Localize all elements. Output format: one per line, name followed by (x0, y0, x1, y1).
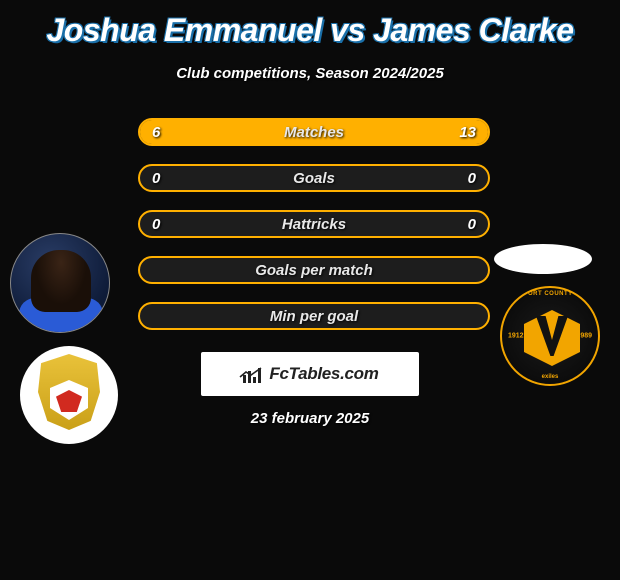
stat-value-left: 6 (152, 118, 160, 146)
player-left-avatar (10, 233, 110, 333)
stat-row: Matches6 13 (138, 118, 490, 146)
player-right-avatar (494, 244, 592, 274)
stat-label: Min per goal (138, 302, 490, 330)
club-left-badge (20, 346, 118, 444)
badge-top-text: NEWPORT COUNTY A.F.C (502, 291, 598, 297)
stat-label: Goals (138, 164, 490, 192)
stat-row: Hattricks0 0 (138, 210, 490, 238)
stat-row: Goals0 0 (138, 164, 490, 192)
stat-value-right: 13 (459, 118, 476, 146)
badge-bottom-text: exiles (502, 374, 598, 380)
chart-icon (241, 365, 263, 383)
club-right-badge: NEWPORT COUNTY A.F.C 1912 1989 exiles (500, 286, 600, 386)
stat-value-right: 0 (468, 210, 476, 238)
brand-box: FcTables.com (201, 352, 419, 396)
stat-label: Goals per match (138, 256, 490, 284)
comparison-panel: NEWPORT COUNTY A.F.C 1912 1989 exiles Ma… (0, 118, 620, 378)
badge-year-right: 1989 (576, 333, 592, 340)
stat-row: Min per goal (138, 302, 490, 330)
page-title: Joshua Emmanuel vs James Clarke (0, 0, 620, 49)
stat-label: Hattricks (138, 210, 490, 238)
stat-value-left: 0 (152, 164, 160, 192)
stat-row: Goals per match (138, 256, 490, 284)
stat-label: Matches (138, 118, 490, 146)
stat-value-right: 0 (468, 164, 476, 192)
date-label: 23 february 2025 (0, 410, 620, 427)
brand-text: FcTables.com (269, 364, 378, 384)
stat-value-left: 0 (152, 210, 160, 238)
subtitle: Club competitions, Season 2024/2025 (0, 65, 620, 82)
stat-bars: Matches613Goals00Hattricks00Goals per ma… (138, 118, 490, 348)
badge-year-left: 1912 (508, 333, 524, 340)
